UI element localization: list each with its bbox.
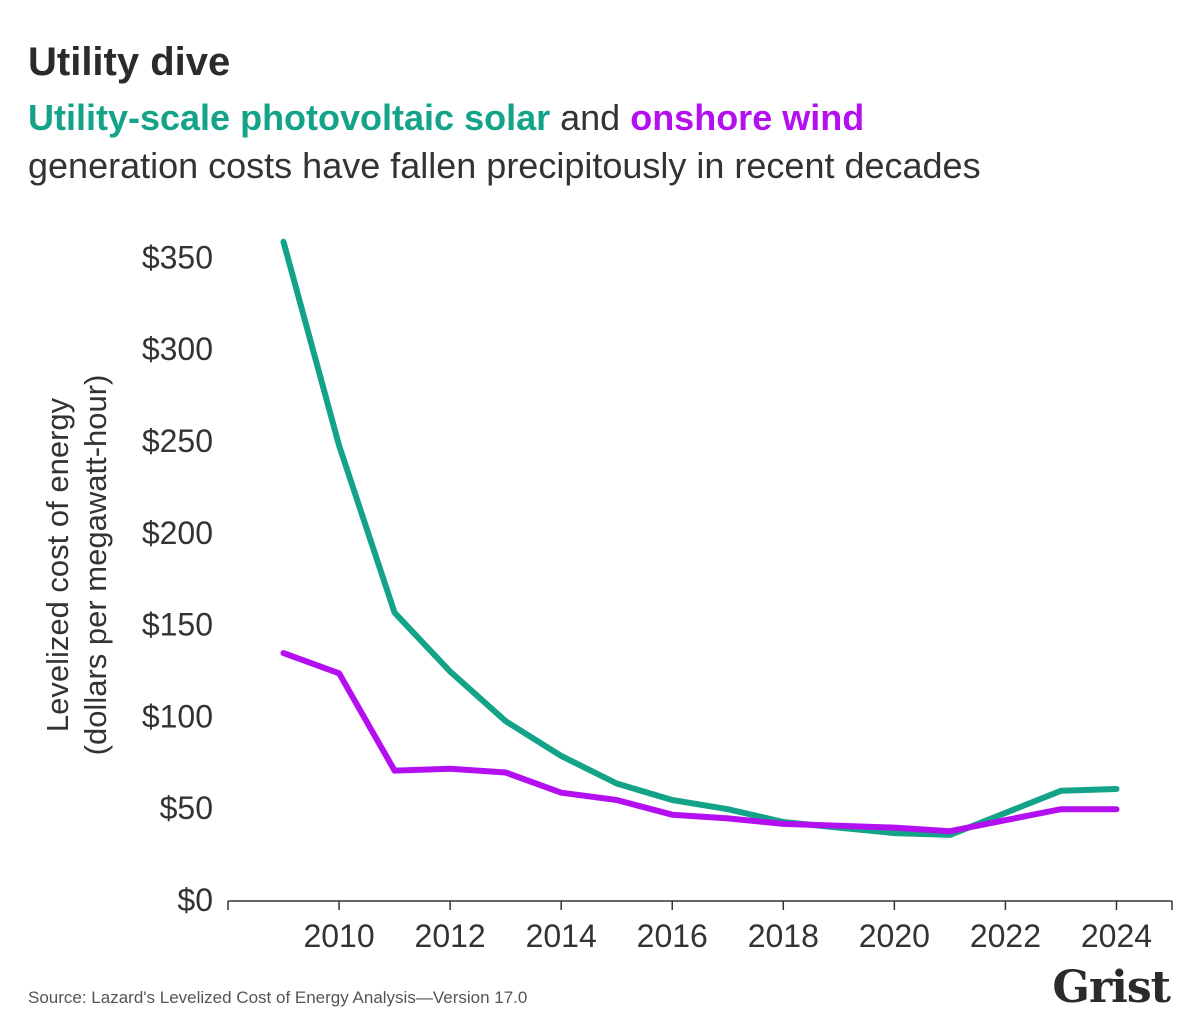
y-tick-label-0: $0: [177, 882, 213, 918]
y-tick-label-100: $100: [142, 698, 213, 734]
x-tick-label-2010: 2010: [303, 918, 374, 954]
subtitle-line-2: generation costs have fallen precipitous…: [28, 145, 981, 186]
y-tick-label-150: $150: [142, 607, 213, 643]
x-tick-label-2024: 2024: [1081, 918, 1152, 954]
source-note: Source: Lazard's Levelized Cost of Energ…: [28, 988, 528, 1007]
y-tick-label-200: $200: [142, 515, 213, 551]
grist-logo: Grist: [1052, 962, 1171, 1013]
y-tick-label-350: $350: [142, 239, 213, 275]
subtitle-solar: Utility-scale photovoltaic solar: [28, 97, 551, 138]
chart-title: Utility dive: [28, 40, 231, 84]
x-tick-label-2020: 2020: [859, 918, 930, 954]
subtitle-wind: onshore wind: [630, 97, 865, 138]
y-tick-label-250: $250: [142, 423, 213, 459]
y-axis-title-line-2: (dollars per megawatt-hour): [78, 375, 113, 756]
x-tick-label-2022: 2022: [970, 918, 1041, 954]
x-tick-label-2012: 2012: [415, 918, 486, 954]
solar-series-line: [280, 238, 1120, 838]
wind-series-line: [280, 650, 1120, 835]
y-tick-label-300: $300: [142, 331, 213, 367]
x-tick-label-2018: 2018: [748, 918, 819, 954]
y-tick-label-50: $50: [160, 790, 213, 826]
y-axis-title-line-1: Levelized cost of energy: [40, 397, 75, 732]
subtitle-line-1: Utility-scale photovoltaic solar and ons…: [28, 94, 981, 142]
x-tick-label-2014: 2014: [526, 918, 597, 954]
chart-subtitle: Utility-scale photovoltaic solar and ons…: [28, 94, 981, 190]
subtitle-and: and: [550, 97, 631, 138]
x-tick-label-2016: 2016: [637, 918, 708, 954]
